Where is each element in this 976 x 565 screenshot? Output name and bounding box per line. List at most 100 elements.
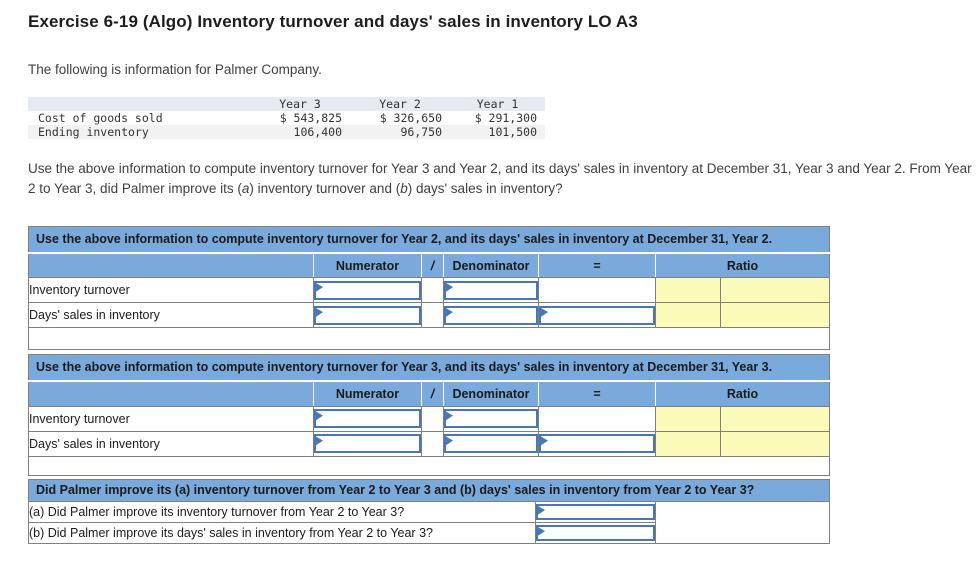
year3-days-sales-row: Days' sales in inventory — [28, 430, 831, 457]
year2-days-numerator-input[interactable] — [314, 305, 421, 325]
year2-days-sales-row: Days' sales in inventory — [28, 302, 831, 329]
ratio-value-cell — [655, 302, 721, 329]
year2-days-numerator-cell — [313, 302, 422, 329]
company-data-table: Year 3 Year 2 Year 1 Cost of goods sold … — [28, 97, 545, 139]
year3-turnover-numerator-input[interactable] — [314, 409, 421, 429]
answer-b-cell — [535, 521, 656, 544]
year3-turnover-numerator-cell — [313, 405, 422, 432]
year3-computation-table: Use the above information to compute inv… — [27, 354, 831, 476]
intro-text: The following is information for Palmer … — [28, 62, 322, 77]
question-b-label: (b) Did Palmer improve its days' sales i… — [28, 521, 536, 544]
answer-b-select[interactable] — [536, 524, 655, 541]
dropdown-flag-icon — [446, 282, 453, 292]
info-cell: $ 543,825 — [279, 111, 342, 125]
dropdown-flag-icon — [446, 411, 453, 421]
equals-header: = — [538, 252, 656, 279]
page-title: Exercise 6-19 (Algo) Inventory turnover … — [28, 12, 638, 31]
year2-days-equals-input[interactable] — [539, 305, 655, 325]
year3-section-header-row: Use the above information to compute inv… — [27, 354, 831, 383]
ratio-unit-cell — [719, 430, 831, 457]
denominator-header: Denominator — [443, 252, 539, 279]
blank-header-cell — [28, 380, 314, 407]
year3-days-denominator-cell — [443, 430, 539, 457]
question-b-row: (b) Did Palmer improve its days' sales i… — [28, 521, 830, 544]
blank-header-cell — [28, 252, 314, 279]
answer-a-cell — [535, 500, 656, 523]
dropdown-flag-icon — [446, 436, 453, 446]
dropdown-flag-icon — [316, 411, 323, 421]
row-label: Inventory turnover — [28, 277, 314, 304]
dropdown-flag-icon — [316, 307, 323, 317]
info-cell: 101,500 — [450, 125, 545, 139]
info-row-cogs: Cost of goods sold $ 543,825 $ 326,650 $… — [28, 111, 545, 125]
ratio-value-cell — [655, 405, 721, 432]
instructions-text: Use the above information to compute inv… — [28, 161, 972, 196]
year3-section-header: Use the above information to compute inv… — [27, 354, 831, 383]
dropdown-flag-icon — [316, 436, 323, 446]
ratio-header: Ratio — [654, 380, 831, 407]
ratio-header: Ratio — [654, 252, 831, 279]
row-label: Inventory turnover — [28, 405, 314, 432]
year3-turnover-denominator-cell — [443, 405, 539, 432]
question-a-row: (a) Did Palmer improve its inventory tur… — [28, 500, 831, 544]
answer-a-select[interactable] — [536, 503, 655, 520]
year3-days-numerator-cell — [313, 430, 422, 457]
equals-cell — [538, 277, 656, 304]
info-cell: 96,750 — [350, 125, 450, 139]
improvement-question-table: Did Palmer improve its (a) inventory tur… — [27, 478, 831, 544]
year3-days-equals-cell — [538, 430, 656, 457]
dropdown-flag-icon — [538, 505, 545, 515]
year2-turnover-denominator-input[interactable] — [444, 280, 538, 300]
ratio-unit-cell — [719, 277, 831, 304]
dropdown-flag-icon — [541, 307, 548, 317]
year3-days-denominator-input[interactable] — [444, 434, 538, 454]
ratio-unit-cell — [719, 405, 831, 432]
year3-turnover-denominator-input[interactable] — [444, 409, 538, 429]
dropdown-flag-icon — [446, 307, 453, 317]
info-header-year3: Year 3 — [250, 97, 350, 111]
ratio-value-cell — [655, 430, 721, 457]
equals-cell — [538, 405, 656, 432]
denominator-header: Denominator — [443, 380, 539, 407]
year2-days-denominator-cell — [443, 302, 539, 329]
info-row-label: Cost of goods sold — [38, 111, 163, 125]
info-cell: $ 326,650 — [379, 111, 442, 125]
slash-header: / — [421, 252, 444, 279]
row-label: Days' sales in inventory — [28, 302, 314, 329]
info-header-year1: Year 1 — [450, 97, 545, 111]
info-header-row: Year 3 Year 2 Year 1 — [28, 97, 545, 111]
slash-cell — [421, 302, 444, 329]
dropdown-flag-icon — [538, 526, 545, 536]
year2-days-equals-cell — [538, 302, 656, 329]
info-cell: $ 291,300 — [474, 111, 537, 125]
slash-cell — [421, 405, 444, 432]
question-section-header: Did Palmer improve its (a) inventory tur… — [27, 478, 831, 502]
info-header-year2: Year 2 — [350, 97, 450, 111]
year2-turnover-numerator-cell — [313, 277, 422, 304]
spacer-row — [27, 327, 831, 351]
year3-days-equals-input[interactable] — [539, 434, 655, 454]
year2-days-denominator-input[interactable] — [444, 305, 538, 325]
year2-section-header-row: Use the above information to compute inv… — [27, 225, 831, 254]
year3-inventory-turnover-row: Inventory turnover — [28, 405, 831, 432]
question-empty-cell — [654, 500, 831, 544]
year2-column-header-row: Numerator / Denominator = Ratio — [28, 252, 831, 279]
slash-cell — [421, 277, 444, 304]
dropdown-flag-icon — [316, 282, 323, 292]
year3-days-numerator-input[interactable] — [314, 434, 421, 454]
numerator-header: Numerator — [313, 252, 422, 279]
info-row-ending-inventory: Ending inventory 106,400 96,750 101,500 — [28, 125, 545, 139]
year2-turnover-denominator-cell — [443, 277, 539, 304]
year2-turnover-numerator-input[interactable] — [314, 280, 421, 300]
year2-computation-table: Use the above information to compute inv… — [27, 225, 831, 351]
row-label: Days' sales in inventory — [28, 430, 314, 457]
info-cell: 106,400 — [250, 125, 350, 139]
exercise-page: Exercise 6-19 (Algo) Inventory turnover … — [27, 12, 972, 544]
ratio-value-cell — [655, 277, 721, 304]
year2-section-header: Use the above information to compute inv… — [27, 225, 831, 254]
slash-header: / — [421, 380, 444, 407]
numerator-header: Numerator — [313, 380, 422, 407]
dropdown-flag-icon — [541, 436, 548, 446]
spacer-row — [27, 455, 831, 476]
ratio-unit-cell — [719, 302, 831, 329]
